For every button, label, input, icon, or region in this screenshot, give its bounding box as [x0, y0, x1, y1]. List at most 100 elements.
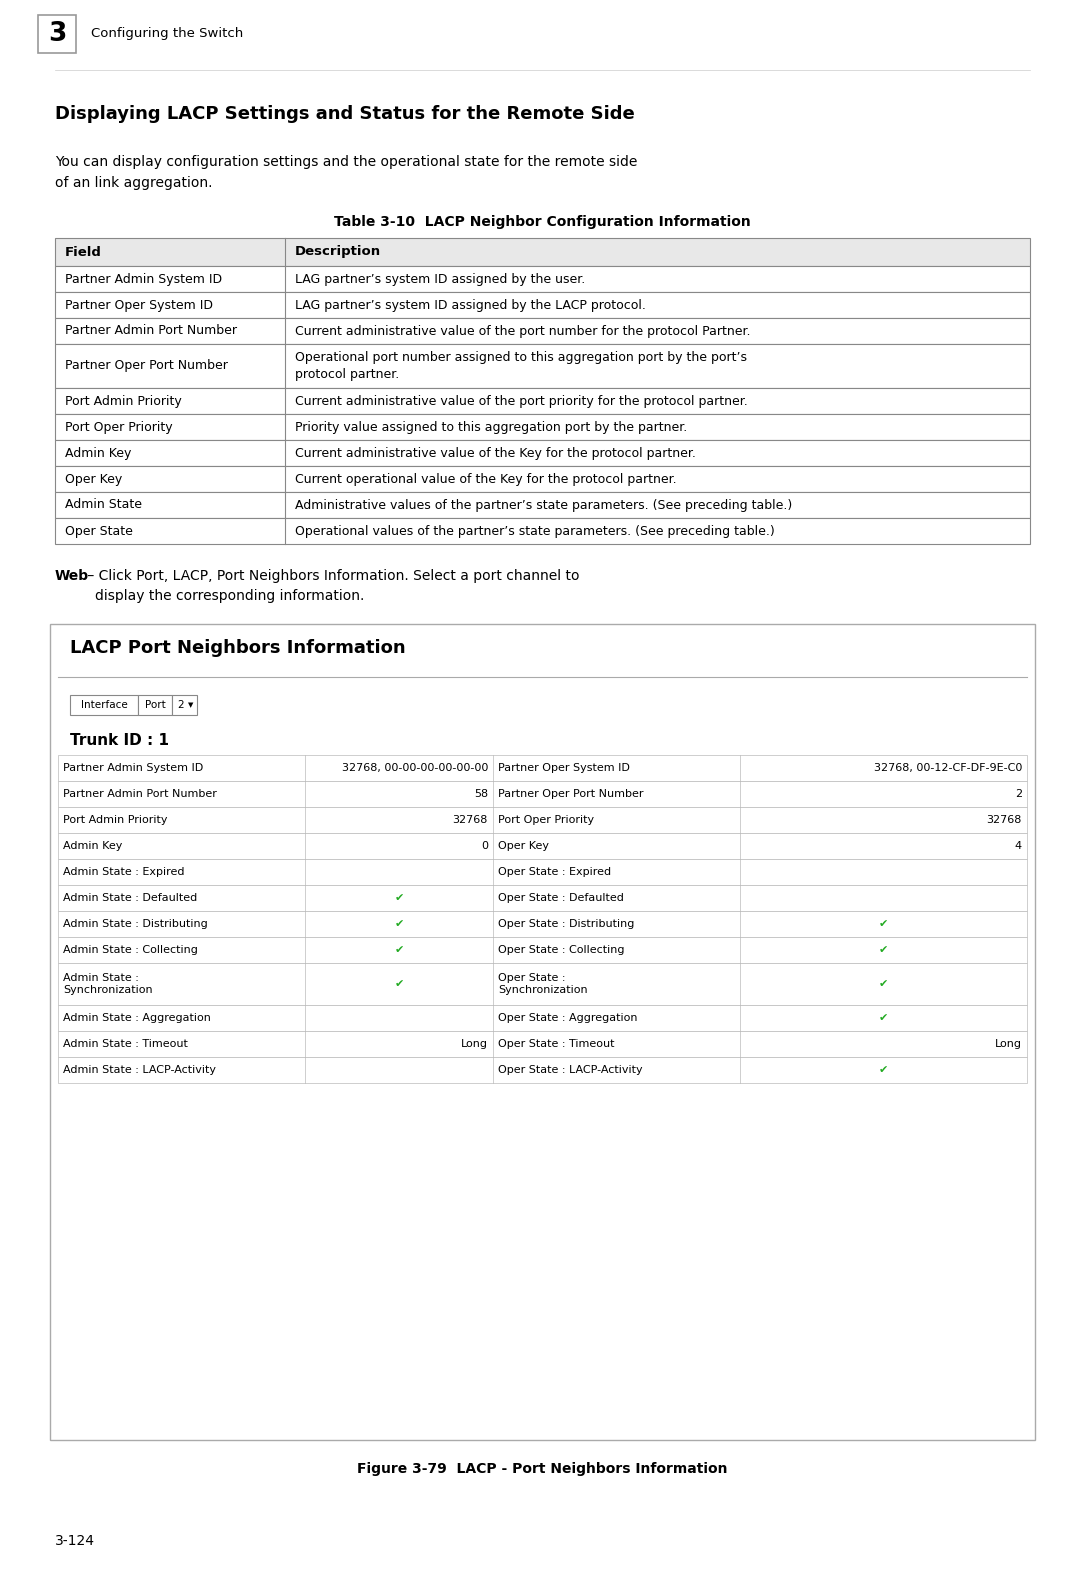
Text: ✔: ✔: [879, 945, 888, 955]
Text: ✔: ✔: [879, 980, 888, 989]
Text: Admin State : Aggregation: Admin State : Aggregation: [63, 1013, 211, 1024]
Text: Port Oper Priority: Port Oper Priority: [65, 421, 173, 433]
FancyBboxPatch shape: [50, 623, 1035, 1440]
Text: 32768, 00-00-00-00-00-00: 32768, 00-00-00-00-00-00: [341, 763, 488, 772]
Text: Partner Admin System ID: Partner Admin System ID: [65, 273, 222, 286]
Text: Partner Oper Port Number: Partner Oper Port Number: [65, 360, 228, 372]
Text: Admin State: Admin State: [65, 499, 141, 512]
Text: Partner Admin System ID: Partner Admin System ID: [63, 763, 203, 772]
Text: ✔: ✔: [879, 1064, 888, 1075]
Text: Oper State : Aggregation: Oper State : Aggregation: [498, 1013, 637, 1024]
Text: ▼: ▼: [188, 702, 193, 708]
Text: Partner Oper System ID: Partner Oper System ID: [498, 763, 630, 772]
Text: Current administrative value of the Key for the protocol partner.: Current administrative value of the Key …: [295, 446, 696, 460]
Text: Current administrative value of the port priority for the protocol partner.: Current administrative value of the port…: [295, 394, 747, 408]
Text: Admin State : Expired: Admin State : Expired: [63, 867, 185, 878]
Text: Partner Oper Port Number: Partner Oper Port Number: [498, 790, 644, 799]
FancyBboxPatch shape: [55, 440, 1030, 466]
Text: Oper State: Oper State: [65, 524, 133, 537]
Text: Configuring the Switch: Configuring the Switch: [91, 28, 243, 41]
Text: Oper State : Timeout: Oper State : Timeout: [498, 1039, 615, 1049]
FancyBboxPatch shape: [38, 16, 76, 53]
Text: 3-124: 3-124: [55, 1534, 95, 1548]
Text: – Click Port, LACP, Port Neighbors Information. Select a port channel to: – Click Port, LACP, Port Neighbors Infor…: [83, 568, 580, 582]
FancyBboxPatch shape: [58, 885, 1027, 911]
Text: 4: 4: [1015, 842, 1022, 851]
Text: Port: Port: [145, 700, 165, 710]
Text: Admin State : Defaulted: Admin State : Defaulted: [63, 893, 198, 903]
FancyBboxPatch shape: [58, 1057, 1027, 1083]
Text: Interface: Interface: [81, 700, 127, 710]
Text: Table 3-10  LACP Neighbor Configuration Information: Table 3-10 LACP Neighbor Configuration I…: [334, 215, 751, 229]
Text: ✔: ✔: [879, 1013, 888, 1024]
Text: Partner Admin Port Number: Partner Admin Port Number: [63, 790, 217, 799]
Text: Oper State : LACP-Activity: Oper State : LACP-Activity: [498, 1064, 643, 1075]
Text: Port Oper Priority: Port Oper Priority: [498, 815, 594, 824]
Text: You can display configuration settings and the operational state for the remote : You can display configuration settings a…: [55, 155, 637, 170]
Text: 32768: 32768: [987, 815, 1022, 824]
Text: 2: 2: [1015, 790, 1022, 799]
Text: Port Admin Priority: Port Admin Priority: [63, 815, 167, 824]
FancyBboxPatch shape: [55, 319, 1030, 344]
Text: Displaying LACP Settings and Status for the Remote Side: Displaying LACP Settings and Status for …: [55, 105, 635, 122]
FancyBboxPatch shape: [55, 265, 1030, 292]
FancyBboxPatch shape: [58, 962, 1027, 1005]
FancyBboxPatch shape: [55, 292, 1030, 319]
Text: 58: 58: [474, 790, 488, 799]
Text: Admin State : Distributing: Admin State : Distributing: [63, 918, 207, 929]
FancyBboxPatch shape: [55, 414, 1030, 440]
Text: Priority value assigned to this aggregation port by the partner.: Priority value assigned to this aggregat…: [295, 421, 687, 433]
Text: 2: 2: [177, 700, 184, 710]
Text: Oper Key: Oper Key: [65, 473, 122, 485]
Text: Oper State : Distributing: Oper State : Distributing: [498, 918, 634, 929]
FancyBboxPatch shape: [138, 696, 172, 714]
Text: Operational values of the partner’s state parameters. (See preceding table.): Operational values of the partner’s stat…: [295, 524, 774, 537]
FancyBboxPatch shape: [55, 239, 1030, 265]
Text: LAG partner’s system ID assigned by the LACP protocol.: LAG partner’s system ID assigned by the …: [295, 298, 646, 311]
FancyBboxPatch shape: [70, 696, 138, 714]
Text: Admin State : Collecting: Admin State : Collecting: [63, 945, 198, 955]
Text: 32768: 32768: [453, 815, 488, 824]
FancyBboxPatch shape: [55, 388, 1030, 414]
Text: display the corresponding information.: display the corresponding information.: [95, 589, 364, 603]
FancyBboxPatch shape: [55, 466, 1030, 491]
Text: Current operational value of the Key for the protocol partner.: Current operational value of the Key for…: [295, 473, 677, 485]
Text: Operational port number assigned to this aggregation port by the port’s
protocol: Operational port number assigned to this…: [295, 352, 747, 382]
FancyBboxPatch shape: [58, 780, 1027, 807]
Text: Long: Long: [995, 1039, 1022, 1049]
Text: Figure 3-79  LACP - Port Neighbors Information: Figure 3-79 LACP - Port Neighbors Inform…: [357, 1462, 728, 1476]
FancyBboxPatch shape: [58, 859, 1027, 885]
Text: Oper Key: Oper Key: [498, 842, 549, 851]
Text: Long: Long: [461, 1039, 488, 1049]
FancyBboxPatch shape: [58, 1005, 1027, 1031]
Text: Description: Description: [295, 245, 381, 259]
Text: ✔: ✔: [394, 893, 404, 903]
Text: ✔: ✔: [394, 945, 404, 955]
Text: LACP Port Neighbors Information: LACP Port Neighbors Information: [70, 639, 406, 656]
Text: 32768, 00-12-CF-DF-9E-C0: 32768, 00-12-CF-DF-9E-C0: [874, 763, 1022, 772]
Text: Partner Oper System ID: Partner Oper System ID: [65, 298, 213, 311]
Text: Field: Field: [65, 245, 102, 259]
Text: Oper State :
Synchronization: Oper State : Synchronization: [498, 973, 588, 995]
Text: Admin Key: Admin Key: [65, 446, 132, 460]
Text: ✔: ✔: [879, 918, 888, 929]
FancyBboxPatch shape: [55, 518, 1030, 543]
Text: Admin State :
Synchronization: Admin State : Synchronization: [63, 973, 152, 995]
Text: Admin State : LACP-Activity: Admin State : LACP-Activity: [63, 1064, 216, 1075]
FancyBboxPatch shape: [58, 834, 1027, 859]
Text: Admin Key: Admin Key: [63, 842, 122, 851]
Text: Partner Admin Port Number: Partner Admin Port Number: [65, 325, 237, 338]
FancyBboxPatch shape: [58, 1031, 1027, 1057]
Text: Current administrative value of the port number for the protocol Partner.: Current administrative value of the port…: [295, 325, 751, 338]
Text: of an link aggregation.: of an link aggregation.: [55, 176, 213, 190]
FancyBboxPatch shape: [58, 937, 1027, 962]
Text: Admin State : Timeout: Admin State : Timeout: [63, 1039, 188, 1049]
Text: 3: 3: [48, 20, 66, 47]
FancyBboxPatch shape: [58, 755, 1027, 780]
Text: Oper State : Defaulted: Oper State : Defaulted: [498, 893, 624, 903]
Text: Oper State : Expired: Oper State : Expired: [498, 867, 611, 878]
Text: Port Admin Priority: Port Admin Priority: [65, 394, 181, 408]
Text: ✔: ✔: [394, 980, 404, 989]
Text: Administrative values of the partner’s state parameters. (See preceding table.): Administrative values of the partner’s s…: [295, 499, 793, 512]
FancyBboxPatch shape: [55, 491, 1030, 518]
